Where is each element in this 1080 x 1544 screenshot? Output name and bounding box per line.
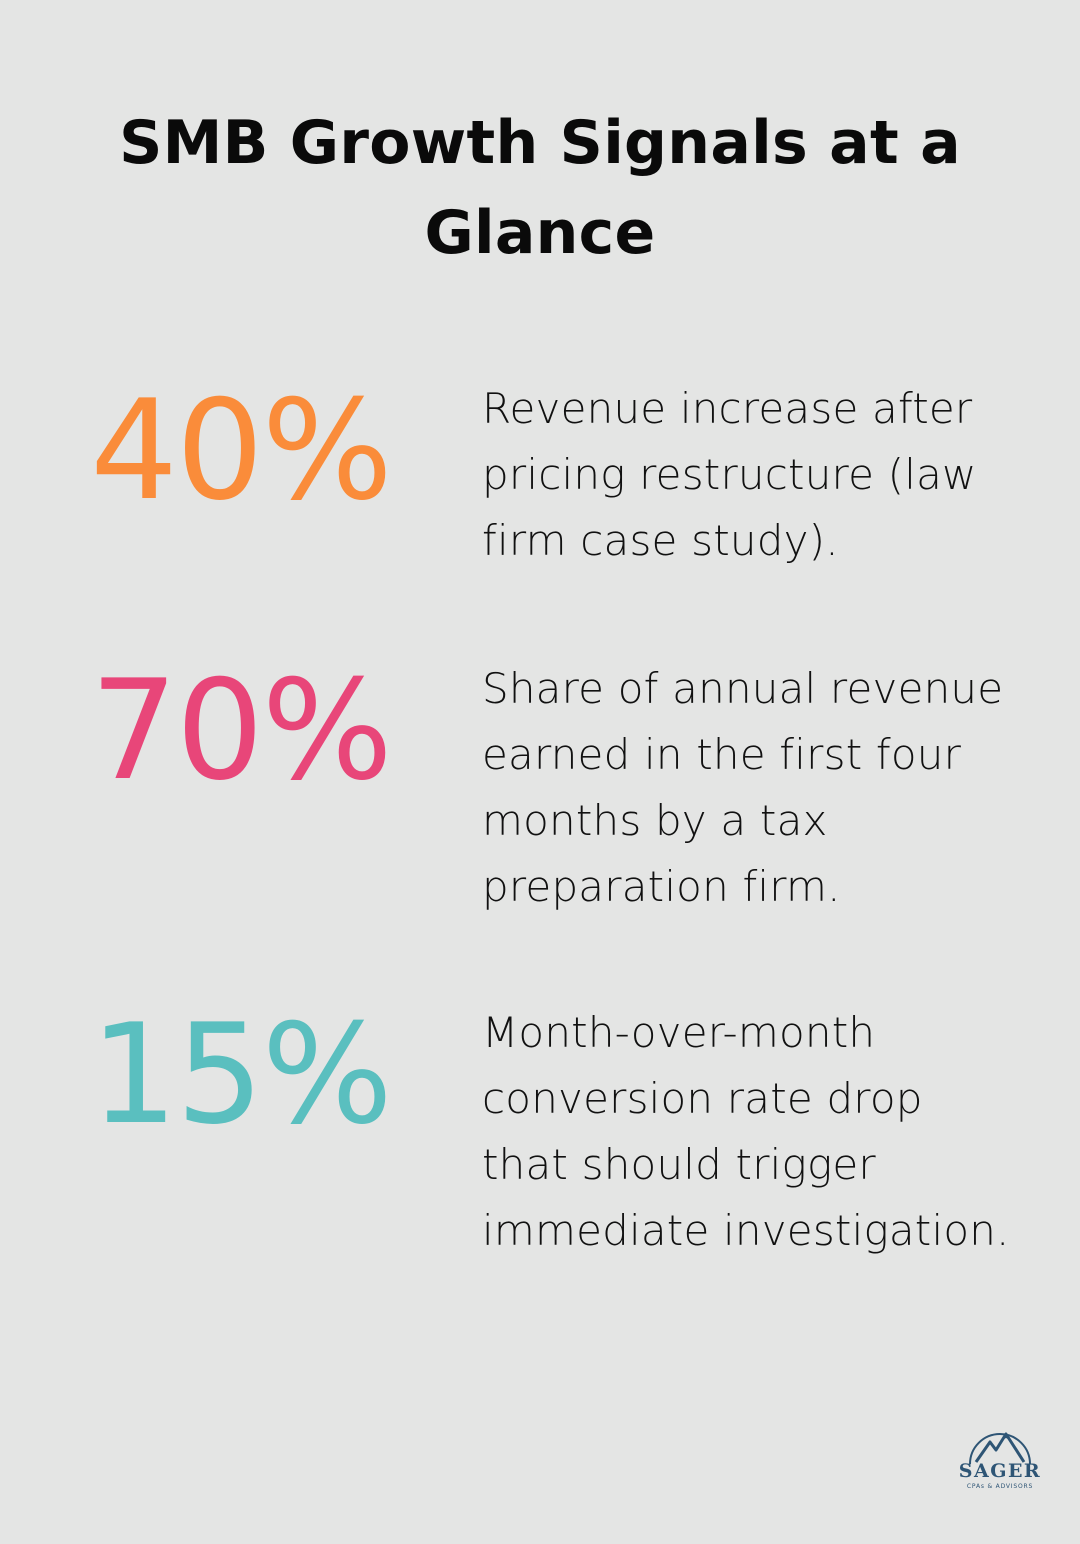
stat-value: 15% [90,994,393,1155]
logo-wordmark: SAGER [958,1460,1042,1482]
brand-logo: SAGER CPAs & ADVISORS [954,1426,1046,1496]
stat-value: 70% [90,650,393,811]
stat-description: Month-over-month conversion rate drop th… [482,1008,1010,1255]
mountain-icon [969,1432,1031,1465]
stat-value: 40% [90,370,393,531]
logo-tagline: CPAs & ADVISORS [966,1483,1034,1490]
stat-description: Share of annual revenue earned in the fi… [482,664,1004,911]
page-title: SMB Growth Signals at a Glance [119,108,961,268]
stat-description: Revenue increase after pricing restructu… [482,384,977,565]
